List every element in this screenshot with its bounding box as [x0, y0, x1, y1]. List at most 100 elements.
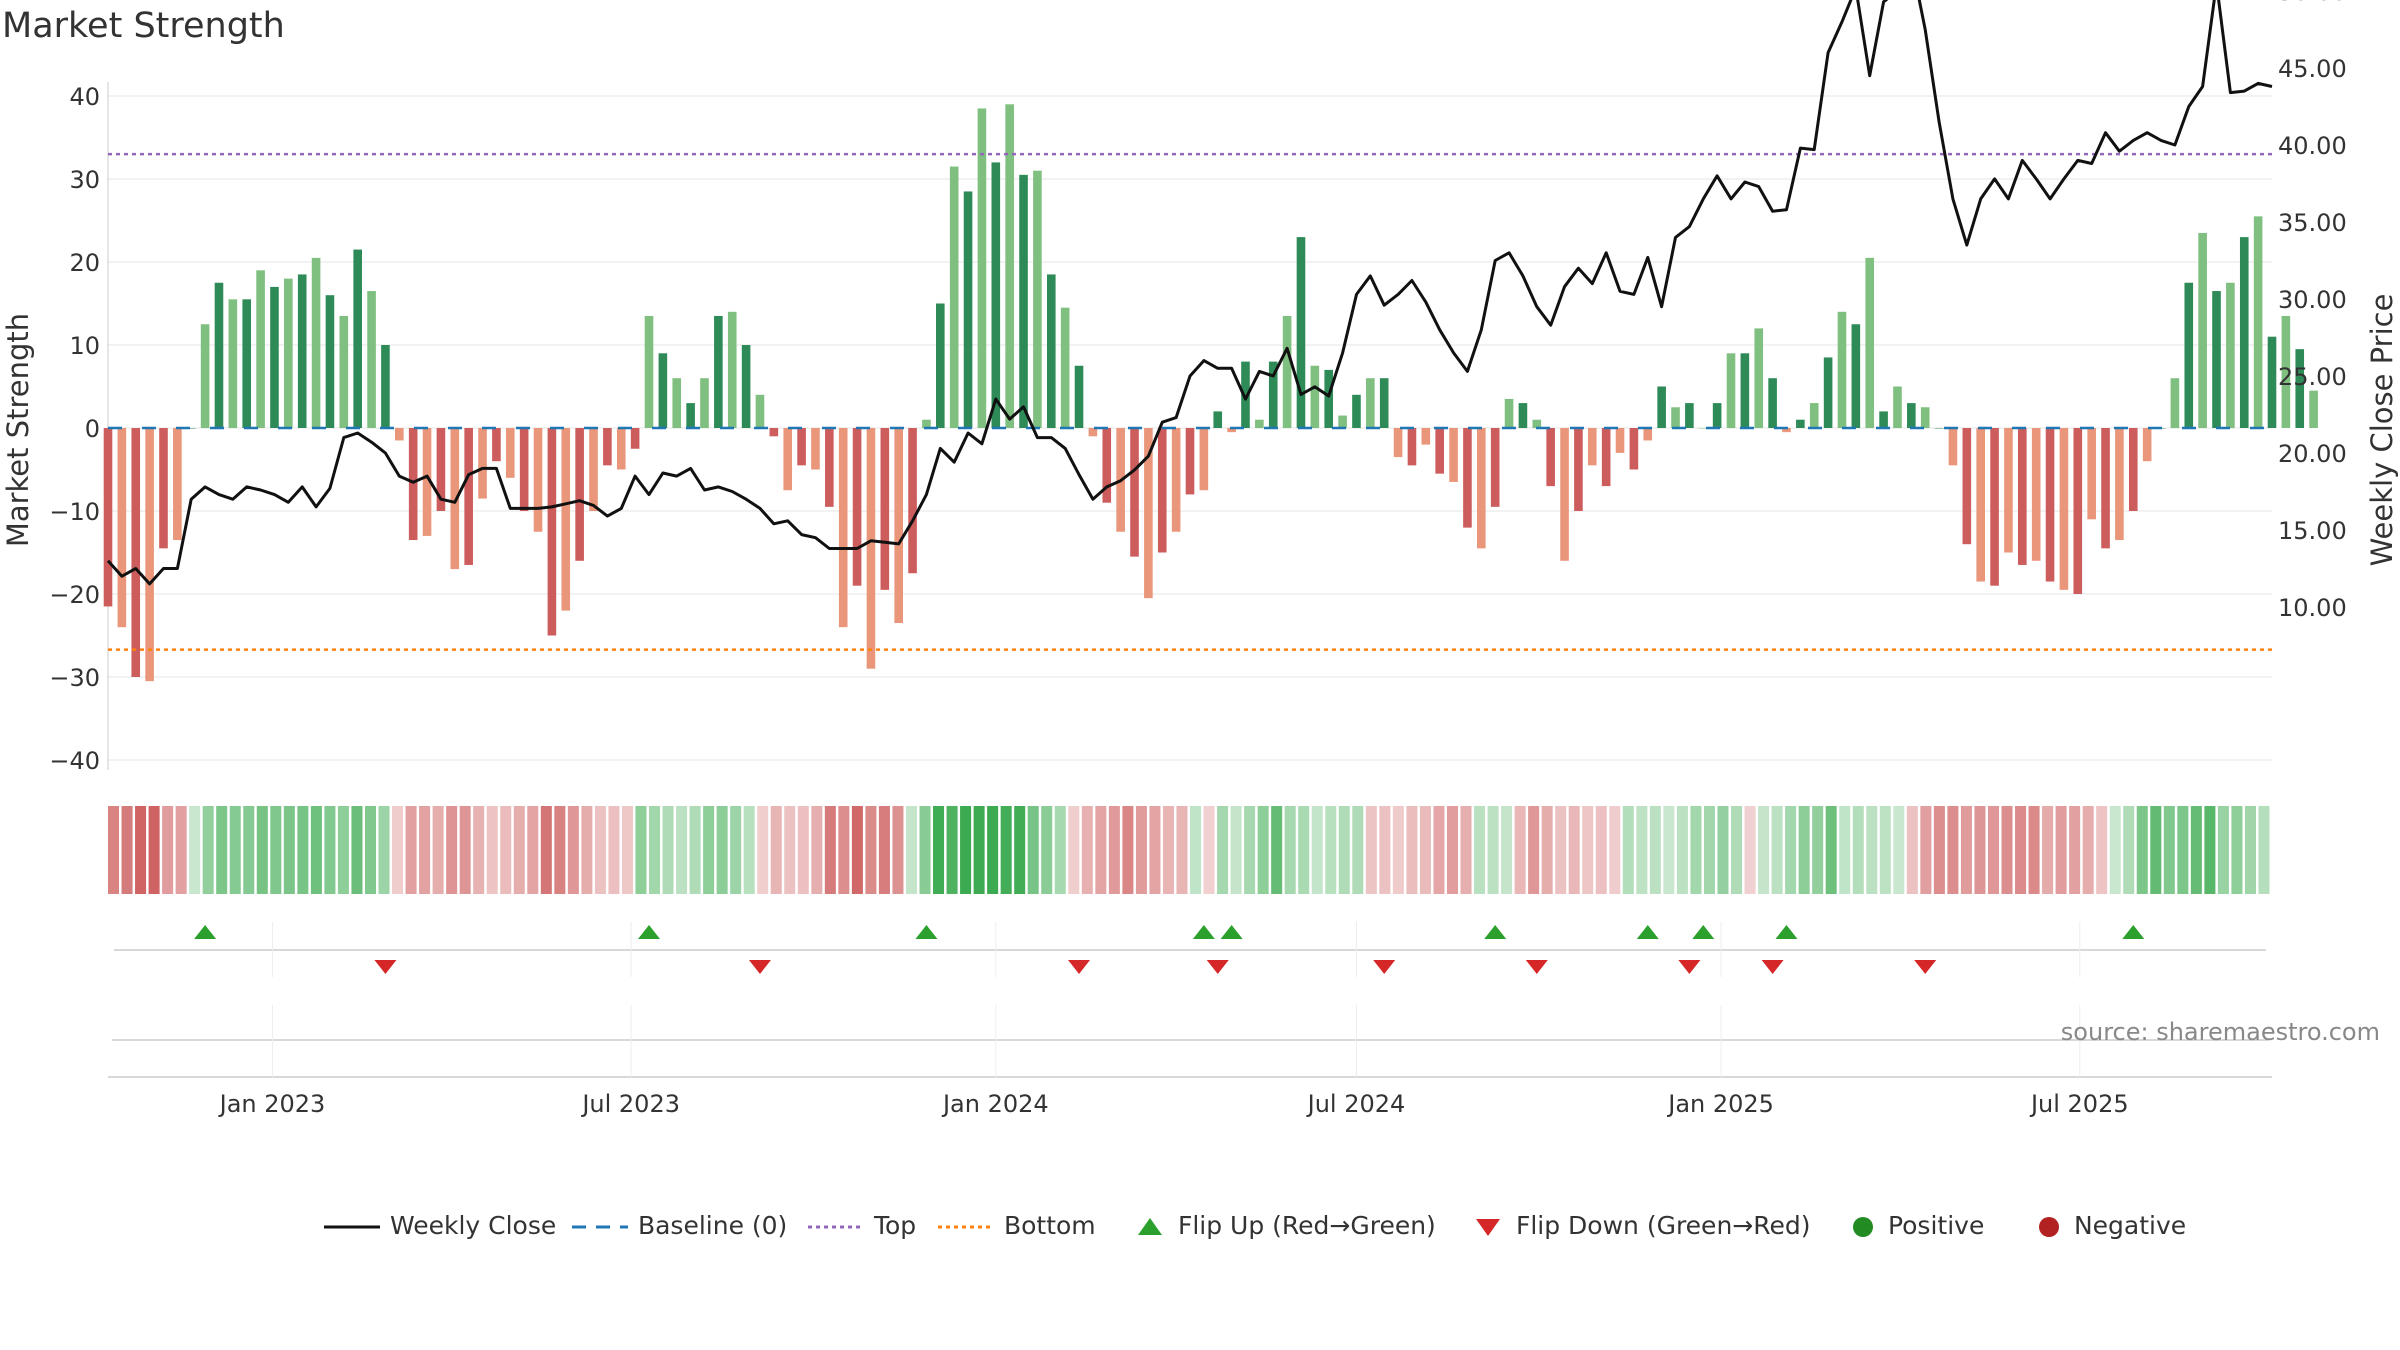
strength-bar — [1199, 428, 1209, 491]
strength-bar — [131, 428, 141, 677]
strength-bar — [2267, 336, 2277, 428]
strength-bar — [1060, 307, 1070, 428]
heat-cell — [121, 806, 133, 894]
heat-cell — [1284, 806, 1296, 894]
heat-cell — [865, 806, 877, 894]
legend-weekly-close-label: Weekly Close — [389, 1211, 557, 1240]
flip-up-marker — [1220, 925, 1243, 939]
strength-bar — [1851, 324, 1861, 428]
strength-bar — [1920, 407, 1930, 428]
strength-bar — [547, 428, 557, 636]
heat-cell — [1771, 806, 1783, 894]
heat-cell — [757, 806, 769, 894]
heat-cell — [2190, 806, 2202, 894]
strength-bar — [339, 315, 349, 428]
strength-bar — [2198, 232, 2207, 428]
strength-bar — [284, 278, 293, 428]
strength-bar — [1421, 428, 1431, 445]
strength-bar — [1324, 369, 1334, 428]
heat-cell — [527, 806, 539, 894]
strength-bar — [1698, 428, 1708, 429]
strength-bar — [2170, 378, 2180, 428]
heat-cell — [1041, 806, 1053, 894]
heat-cell — [2150, 806, 2162, 894]
legend-flip-up-label: Flip Up (Red→Green) — [1177, 1211, 1436, 1240]
strength-bar — [866, 428, 876, 669]
y2-tick-label: 30.00 — [2278, 286, 2347, 314]
x-axis-ticks: Jan 2023 Jul 2023 Jan 2024 Jul 2024 Jan 2025… — [218, 1090, 2129, 1118]
heat-cell — [689, 806, 701, 894]
y-tick-label: 30 — [69, 166, 100, 194]
heat-cell — [1798, 806, 1810, 894]
strength-bar — [616, 428, 626, 470]
strength-bar — [1227, 428, 1236, 433]
strength-bar — [1366, 378, 1375, 428]
heat-cell — [1812, 806, 1824, 894]
heat-cell — [2069, 806, 2081, 894]
flip-up-marker — [2122, 925, 2145, 939]
heat-cell — [459, 806, 471, 894]
heat-cell — [1893, 806, 1905, 894]
strength-bar — [1088, 428, 1098, 437]
heat-cell — [1135, 806, 1147, 894]
heat-cell — [1325, 806, 1337, 894]
flip-up-marker — [1192, 925, 1215, 939]
heat-cell — [1000, 806, 1012, 894]
flip-down-marker — [374, 960, 397, 974]
heat-cell — [1974, 806, 1986, 894]
strength-bar — [575, 428, 584, 561]
y-tick-label: 40 — [69, 83, 100, 111]
heat-cell — [1690, 806, 1702, 894]
strength-bar — [2073, 428, 2083, 594]
heat-cell — [1636, 806, 1648, 894]
strength-bar — [1809, 403, 1819, 428]
heat-cell — [270, 806, 282, 894]
y2-axis-ticks: 10.00 15.00 20.00 25.00 30.00 35.00 40.00 45.00… — [2278, 0, 2347, 622]
strength-bar — [1241, 361, 1250, 428]
triangle-up-icon — [1138, 1218, 1162, 1235]
strength-bar — [1671, 407, 1680, 428]
strength-bar — [1185, 428, 1195, 495]
flip-down-marker — [1761, 960, 1784, 974]
heat-cell — [419, 806, 431, 894]
source-credit: source: sharemaestro.com — [2061, 1018, 2380, 1046]
strength-bar — [2059, 428, 2069, 590]
heat-cell — [162, 806, 174, 894]
heat-cell — [2244, 806, 2256, 894]
legend-dash-icon — [572, 1225, 628, 1229]
heat-cell — [297, 806, 309, 894]
heat-cell — [905, 806, 917, 894]
strength-bar — [2295, 349, 2305, 428]
strength-bar — [797, 428, 806, 466]
strength-bar — [145, 428, 154, 682]
strength-bar — [1657, 386, 1666, 428]
heat-cell — [432, 806, 444, 894]
heat-cell — [1365, 806, 1377, 894]
flip-down-marker — [748, 960, 771, 974]
strength-bar — [1615, 428, 1625, 453]
y-tick-label: 0 — [85, 415, 100, 443]
strength-bar — [561, 428, 571, 611]
y2-tick-label: 15.00 — [2278, 517, 2347, 545]
heat-cell — [1122, 806, 1134, 894]
heat-cell — [1731, 806, 1743, 894]
strength-bar — [644, 315, 654, 428]
heat-cell — [1014, 806, 1026, 894]
strength-bar — [1130, 428, 1139, 557]
heat-cell — [1487, 806, 1499, 894]
triangle-down-icon — [1476, 1219, 1500, 1236]
strength-bar — [1268, 361, 1278, 428]
heat-cell — [1717, 806, 1729, 894]
heat-cell — [1663, 806, 1675, 894]
heat-cell — [2096, 806, 2108, 894]
weekly-close-line — [106, 0, 2273, 586]
heat-cell — [446, 806, 458, 894]
heat-cell — [960, 806, 972, 894]
legend-flip-down: Flip Down (Green→Red) — [1468, 1206, 1810, 1246]
heat-cell — [1758, 806, 1770, 894]
strength-bar — [1046, 274, 1056, 428]
heat-cell — [364, 806, 376, 894]
strength-bar — [922, 419, 931, 428]
heat-cell — [1149, 806, 1161, 894]
strength-bar — [159, 428, 168, 549]
